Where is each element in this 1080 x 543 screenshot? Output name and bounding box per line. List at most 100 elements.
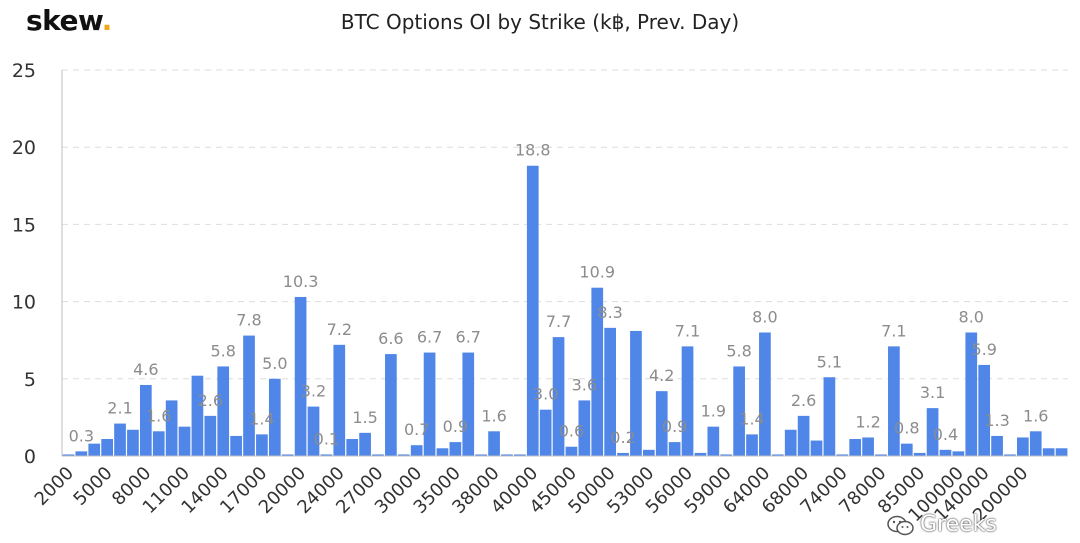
data-label: 0.2 bbox=[610, 428, 635, 447]
gridlines bbox=[62, 69, 1068, 380]
bar bbox=[926, 408, 939, 456]
bar bbox=[565, 446, 578, 456]
bars bbox=[62, 165, 1068, 456]
bar bbox=[539, 409, 552, 456]
data-label: 0.6 bbox=[559, 422, 584, 441]
bar bbox=[256, 434, 268, 456]
data-label: 7.1 bbox=[675, 321, 700, 340]
bar bbox=[1004, 454, 1016, 456]
y-axis: 0 5 10 15 20 25 bbox=[12, 60, 63, 468]
bar bbox=[165, 400, 178, 456]
bar bbox=[526, 165, 539, 456]
bar bbox=[900, 443, 913, 456]
data-labels: 0.32.14.61.62.65.87.81.45.010.33.20.17.2… bbox=[69, 141, 1049, 449]
bar bbox=[488, 431, 500, 456]
data-label: 10.9 bbox=[579, 263, 615, 282]
y-tick-label: 15 bbox=[12, 214, 36, 236]
data-label: 5.9 bbox=[971, 340, 996, 359]
data-label: 10.3 bbox=[283, 272, 319, 291]
bar bbox=[604, 327, 616, 456]
bar bbox=[823, 377, 836, 456]
bar bbox=[127, 429, 139, 456]
bar bbox=[965, 332, 978, 456]
data-label: 6.7 bbox=[417, 328, 442, 347]
bar bbox=[642, 449, 655, 456]
bar bbox=[178, 426, 191, 456]
data-label: 4.6 bbox=[133, 360, 158, 379]
bar bbox=[720, 454, 733, 456]
bar bbox=[1029, 431, 1042, 456]
data-label: 7.7 bbox=[546, 312, 571, 331]
logo-dot: . bbox=[101, 4, 113, 37]
data-label: 3.0 bbox=[533, 385, 558, 404]
bar bbox=[359, 432, 371, 456]
data-label: 2.1 bbox=[107, 399, 132, 418]
data-label: 18.8 bbox=[515, 141, 551, 160]
data-label: 7.1 bbox=[881, 321, 906, 340]
bar bbox=[281, 454, 294, 456]
bar bbox=[1055, 448, 1068, 456]
bar bbox=[462, 352, 475, 456]
data-label: 1.5 bbox=[352, 408, 377, 427]
bar bbox=[849, 439, 862, 456]
data-label: 8.3 bbox=[597, 303, 622, 322]
bar bbox=[1042, 448, 1055, 456]
bar bbox=[875, 454, 887, 456]
bar bbox=[204, 415, 217, 456]
y-tick-label: 0 bbox=[24, 446, 36, 468]
bar bbox=[397, 454, 410, 456]
data-label: 5.0 bbox=[262, 354, 287, 373]
watermark-text: Greeks bbox=[920, 512, 997, 537]
bar bbox=[423, 352, 436, 456]
bar bbox=[385, 354, 397, 456]
bar bbox=[939, 449, 952, 456]
bar bbox=[733, 366, 745, 456]
data-label: 7.8 bbox=[236, 311, 261, 330]
bar bbox=[436, 448, 449, 456]
bar bbox=[759, 332, 771, 456]
data-label: 1.3 bbox=[984, 411, 1009, 430]
data-label: 0.4 bbox=[933, 425, 958, 444]
bar bbox=[888, 346, 900, 456]
bar bbox=[410, 445, 423, 456]
data-label: 0.8 bbox=[894, 419, 919, 438]
data-label: 1.6 bbox=[481, 406, 506, 425]
data-label: 2.6 bbox=[198, 391, 223, 410]
data-label: 1.6 bbox=[146, 406, 171, 425]
bar bbox=[307, 406, 320, 456]
data-label: 1.9 bbox=[701, 402, 726, 421]
bar bbox=[617, 452, 629, 456]
bar bbox=[320, 454, 333, 456]
bar bbox=[501, 454, 513, 456]
bar bbox=[191, 375, 204, 456]
bar bbox=[810, 440, 823, 456]
bar bbox=[88, 443, 101, 456]
bar bbox=[75, 451, 88, 456]
data-label: 0.9 bbox=[662, 417, 687, 436]
y-tick-label: 25 bbox=[12, 60, 36, 82]
bar bbox=[139, 384, 152, 456]
bar bbox=[372, 454, 384, 456]
bar bbox=[746, 434, 758, 456]
bar bbox=[268, 378, 281, 456]
bar bbox=[62, 454, 75, 456]
bar bbox=[784, 429, 797, 456]
bar bbox=[243, 335, 255, 456]
bar bbox=[346, 439, 359, 456]
bar bbox=[862, 437, 874, 456]
x-tick-label: 5000 bbox=[69, 463, 116, 510]
data-label: 3.1 bbox=[920, 383, 945, 402]
bar bbox=[152, 431, 165, 456]
bar bbox=[913, 452, 926, 456]
bar bbox=[836, 454, 849, 456]
bar bbox=[630, 330, 642, 456]
data-label: 3.6 bbox=[572, 375, 597, 394]
bar bbox=[578, 400, 591, 456]
bar bbox=[552, 337, 565, 456]
y-tick-label: 20 bbox=[12, 137, 36, 159]
data-label: 0.1 bbox=[314, 429, 339, 448]
bar bbox=[694, 452, 707, 456]
logo-text: skew bbox=[26, 4, 102, 37]
data-label: 2.6 bbox=[791, 391, 816, 410]
